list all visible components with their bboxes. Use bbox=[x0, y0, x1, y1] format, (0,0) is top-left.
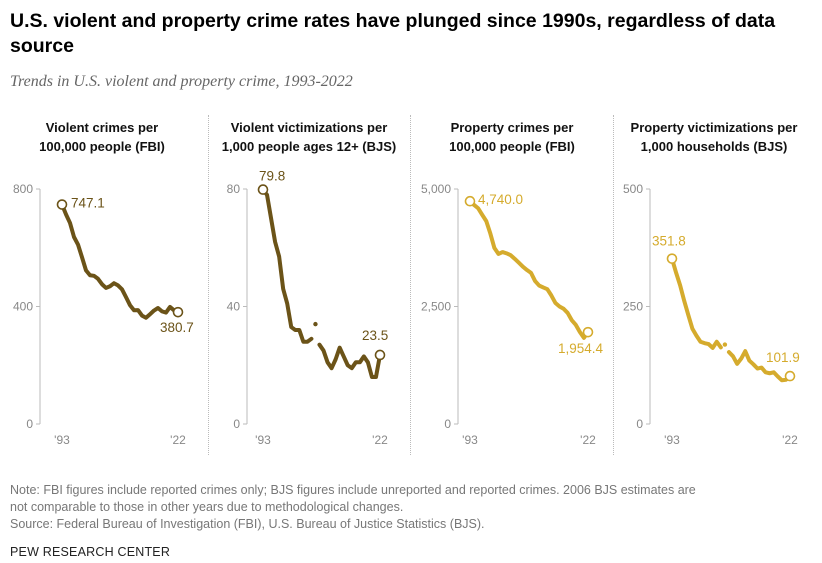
footer-note: Note: FBI figures include reported crime… bbox=[10, 482, 810, 533]
panel-divider bbox=[613, 115, 614, 455]
x-tick-label: '93 bbox=[462, 433, 478, 447]
y-tick-label: 2,500 bbox=[421, 300, 451, 314]
chart-title: Violent victimizations per 1,000 people … bbox=[207, 118, 411, 156]
start-value-label: 747.1 bbox=[71, 196, 105, 211]
start-point-marker bbox=[464, 195, 476, 207]
brand-label: PEW RESEARCH CENTER bbox=[10, 545, 171, 559]
chart-title-line: Property victimizations per bbox=[630, 120, 798, 135]
chart-title: Property crimes per 100,000 people (FBI) bbox=[410, 118, 614, 156]
y-tick-label: 40 bbox=[227, 300, 241, 314]
panel-divider bbox=[410, 115, 411, 455]
chart-title-line: 1,000 households (BJS) bbox=[640, 139, 788, 154]
y-tick-label: 500 bbox=[623, 182, 643, 196]
headline: U.S. violent and property crime rates ha… bbox=[10, 10, 776, 57]
series-line bbox=[670, 256, 723, 350]
x-tick-label: '93 bbox=[255, 433, 271, 447]
y-tick-label: 0 bbox=[233, 417, 240, 431]
series-line bbox=[468, 199, 590, 340]
end-value-label: 1,954.4 bbox=[558, 341, 604, 356]
end-value-label: 380.7 bbox=[160, 320, 194, 335]
x-tick-label: '22 bbox=[782, 433, 798, 447]
start-value-label: 351.8 bbox=[652, 234, 686, 249]
chart-title: Property victimizations per 1,000 househ… bbox=[612, 118, 816, 156]
chart-panel-property-bjs: Property victimizations per 1,000 househ… bbox=[612, 112, 816, 457]
chart-svg: 0 400 800 '93 '22 747.1 380.7 bbox=[13, 182, 194, 447]
end-value-label: 23.5 bbox=[362, 328, 388, 343]
x-tick-label: '22 bbox=[580, 433, 596, 447]
x-tick-label: '93 bbox=[664, 433, 680, 447]
chart-title-line: Violent crimes per bbox=[45, 120, 159, 135]
y-tick-label: 5,000 bbox=[421, 182, 451, 196]
x-tick-label: '22 bbox=[170, 433, 186, 447]
chart-title-line: 1,000 people ages 12+ (BJS) bbox=[221, 139, 397, 154]
y-tick-label: 0 bbox=[26, 417, 33, 431]
y-tick-label: 80 bbox=[227, 182, 241, 196]
y-tick-label: 400 bbox=[13, 300, 33, 314]
chart-title-line: 100,000 people (FBI) bbox=[39, 139, 165, 154]
series-line bbox=[60, 202, 180, 320]
start-value-label: 4,740.0 bbox=[478, 192, 523, 207]
chart-panel-violent-fbi: Violent crimes per 100,000 people (FBI) … bbox=[0, 112, 204, 457]
series-line bbox=[261, 187, 314, 344]
panel-divider bbox=[208, 115, 209, 455]
y-tick-label: 0 bbox=[636, 417, 643, 431]
y-tick-label: 0 bbox=[444, 417, 451, 431]
chart-svg: 0 2,500 5,000 '93 '22 4,740.0 1,954.4 bbox=[421, 182, 604, 447]
chart-title-line: Property crimes per bbox=[450, 120, 574, 135]
note-line: Note: FBI figures include reported crime… bbox=[10, 483, 696, 497]
y-tick-label: 800 bbox=[13, 182, 33, 196]
start-point-marker bbox=[257, 184, 269, 195]
series-line bbox=[726, 349, 792, 383]
start-point-marker bbox=[56, 199, 68, 210]
subtitle: Trends in U.S. violent and property crim… bbox=[10, 73, 353, 90]
x-tick-label: '93 bbox=[54, 433, 70, 447]
end-point-marker bbox=[172, 306, 184, 318]
end-point-marker bbox=[582, 326, 594, 338]
series-line bbox=[317, 342, 382, 379]
start-point-marker bbox=[666, 253, 678, 264]
isolated-point bbox=[313, 321, 318, 327]
end-value-label: 101.9 bbox=[766, 350, 800, 365]
chart-svg: 0 250 500 '93 '22 351.8 101.9 bbox=[623, 182, 800, 447]
chart-svg: 0 40 80 '93 '22 79.8 23.5 bbox=[227, 169, 389, 447]
chart-title: Violent crimes per 100,000 people (FBI) bbox=[0, 118, 204, 156]
isolated-point bbox=[722, 342, 728, 347]
source-line: Source: Federal Bureau of Investigation … bbox=[10, 517, 485, 531]
x-tick-label: '22 bbox=[372, 433, 388, 447]
chart-panel-property-fbi: Property crimes per 100,000 people (FBI)… bbox=[410, 112, 614, 457]
note-line: not comparable to those in other years d… bbox=[10, 500, 404, 514]
y-tick-label: 250 bbox=[623, 300, 643, 314]
end-point-marker bbox=[374, 349, 386, 361]
start-value-label: 79.8 bbox=[259, 169, 285, 184]
end-point-marker bbox=[784, 370, 796, 382]
chart-title-line: Violent victimizations per bbox=[230, 120, 388, 135]
chart-panel-violent-bjs: Violent victimizations per 1,000 people … bbox=[207, 112, 411, 457]
chart-title-line: 100,000 people (FBI) bbox=[449, 139, 575, 154]
